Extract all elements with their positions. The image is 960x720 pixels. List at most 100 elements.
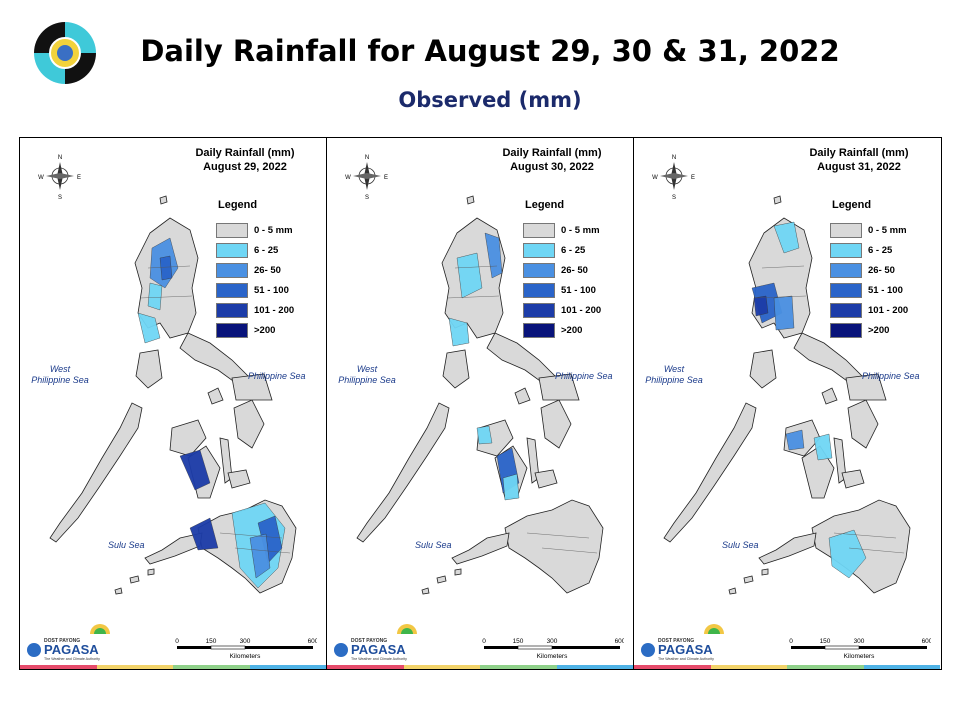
sea-label-west-line1: West (663, 364, 685, 374)
island-sulu2 (421, 587, 430, 595)
legend-label: 0 - 5 mm (254, 224, 293, 236)
island-samar (845, 373, 887, 401)
page-subtitle: Observed (mm) (398, 88, 582, 112)
stripe-segment (249, 665, 326, 669)
island-sulu3 (761, 568, 769, 576)
sea-label-west-line2: Philippine Sea (645, 375, 703, 385)
legend-label: >200 (868, 324, 890, 336)
scale-unit: Kilometers (844, 653, 875, 660)
province-border (446, 295, 500, 299)
scale-unit: Kilometers (537, 653, 568, 660)
scale-tick: 150 (513, 638, 524, 645)
legend: 0 - 5 mm 6 - 25 26- 50 51 - 100 101 - 200 >20… (216, 220, 294, 340)
stripe-segment (403, 665, 480, 669)
legend-item: 101 - 200 (523, 300, 601, 320)
legend-swatch (830, 242, 862, 258)
brand-top-text: DOST PAYONG (351, 638, 387, 644)
island-sulu1 (129, 575, 140, 584)
scale-bar: 0 150 300 600 Kilometers (789, 638, 931, 660)
stripe-segment (863, 665, 940, 669)
compass-label-n: N (365, 155, 369, 161)
legend-swatch (523, 322, 555, 338)
island-zamboanga (144, 532, 203, 565)
rainfall-area (813, 433, 833, 461)
island-bohol (534, 469, 558, 489)
island-mindoro (442, 349, 470, 389)
rainfall-area (502, 473, 520, 501)
brand-top-text: DOST PAYONG (658, 638, 694, 644)
rainfall-area (448, 317, 470, 347)
legend: 0 - 5 mm 6 - 25 26- 50 51 - 100 101 - 200 >20… (523, 220, 601, 340)
legend-label: 6 - 25 (868, 244, 893, 256)
island-sulu3 (147, 568, 155, 576)
province-border (848, 547, 905, 554)
scale-tick: 300 (240, 638, 251, 645)
legend-swatch (523, 302, 555, 318)
legend-swatch (830, 262, 862, 278)
legend-label: 26- 50 (254, 264, 281, 276)
scale-tick: 0 (789, 638, 793, 645)
legend-swatch (216, 222, 248, 238)
sea-label-west-line1: West (356, 364, 378, 374)
island-palawan (49, 402, 143, 543)
scale-tick: 300 (854, 638, 865, 645)
legend-title: Legend (218, 199, 258, 211)
legend-label: 0 - 5 mm (868, 224, 907, 236)
rainfall-area (159, 255, 173, 281)
map-title-date: August 29, 2022 (203, 161, 287, 173)
legend-swatch (830, 322, 862, 338)
compass-label-w: W (345, 175, 351, 181)
stripe-segment (327, 665, 404, 669)
island-sulu2 (114, 587, 123, 595)
map-title-line1: Daily Rainfall (mm) (502, 147, 602, 159)
rainfall-area (137, 312, 161, 344)
province-border (454, 265, 498, 269)
province-border (753, 295, 807, 299)
legend-label: 101 - 200 (254, 304, 295, 316)
legend-item: 0 - 5 mm (523, 220, 601, 240)
legend-label: 0 - 5 mm (561, 224, 600, 236)
stripe-segment (480, 665, 557, 669)
sea-label-south: Sulu Sea (108, 540, 145, 550)
scale-tick: 150 (820, 638, 831, 645)
compass-rose-icon: N S E W (652, 155, 695, 201)
legend-swatch (216, 242, 248, 258)
legend-swatch (523, 282, 555, 298)
legend-label: 6 - 25 (254, 244, 279, 256)
sea-label-east: Philippine Sea (555, 371, 613, 381)
sea-label-east: Philippine Sea (862, 371, 920, 381)
legend-item: 26- 50 (523, 260, 601, 280)
island-leyte (540, 399, 572, 449)
brand-stripe (20, 665, 326, 669)
brand-name: PAGASA (44, 642, 99, 657)
legend-label: 51 - 100 (561, 284, 596, 296)
island-batanes (466, 195, 475, 205)
sea-label-west-line2: Philippine Sea (338, 375, 396, 385)
brand-name: PAGASA (351, 642, 406, 657)
map-panels: N S E W Daily Rainfall (mm) August 29, 2022 Le… (19, 137, 942, 670)
brand-tagline: The Weather and Climate Authority (351, 657, 407, 661)
compass-rose-icon: N S E W (38, 155, 81, 201)
compass-label-w: W (38, 175, 44, 181)
rainfall-area (773, 221, 800, 254)
sea-label-west: West Philippine Sea (30, 364, 90, 386)
legend-item: >200 (523, 320, 601, 340)
legend-item: 26- 50 (216, 260, 294, 280)
rainfall-area (147, 282, 163, 311)
legend-swatch (216, 262, 248, 278)
philippines-map: N S E W (652, 155, 911, 595)
legend-label: >200 (561, 324, 583, 336)
legend-title: Legend (832, 199, 872, 211)
island-sulu1 (743, 575, 754, 584)
map-title-date: August 31, 2022 (817, 161, 901, 173)
philippines-map: N S E W (38, 155, 297, 595)
legend-label: 51 - 100 (254, 284, 289, 296)
rainfall-area (249, 533, 271, 579)
rainfall-area (456, 252, 483, 299)
province-border (147, 265, 191, 269)
compass-label-n: N (672, 155, 676, 161)
province-border (234, 547, 291, 554)
rainfall-area (484, 232, 503, 279)
